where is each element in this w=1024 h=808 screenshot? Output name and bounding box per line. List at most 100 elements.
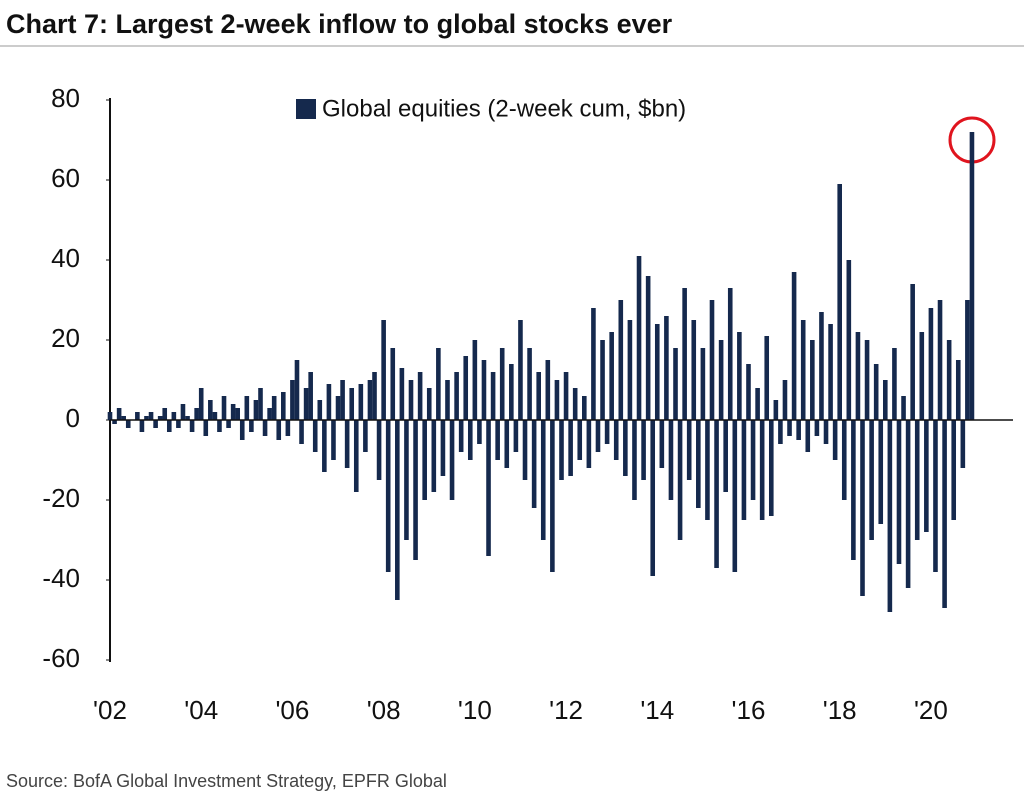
bar <box>486 420 491 556</box>
bar <box>632 420 637 500</box>
bar <box>258 388 263 420</box>
bar <box>376 420 382 480</box>
bar <box>299 420 304 444</box>
bar <box>294 360 300 420</box>
bar <box>709 300 715 420</box>
bar <box>805 420 811 452</box>
bar <box>490 372 496 420</box>
x-tick-label: '18 <box>823 695 857 725</box>
bar <box>121 416 126 420</box>
bar <box>673 348 678 420</box>
bar <box>504 420 510 468</box>
bar <box>582 396 587 420</box>
bar <box>458 420 464 452</box>
x-tick-label: '06 <box>275 695 309 725</box>
bar <box>677 420 683 540</box>
bar <box>518 320 523 420</box>
x-tick-label: '04 <box>184 695 218 725</box>
bar <box>613 420 619 460</box>
bar <box>933 420 938 572</box>
bar <box>928 308 934 420</box>
legend-swatch <box>296 99 316 119</box>
bar <box>969 132 975 420</box>
bar <box>942 420 947 608</box>
bar <box>203 420 209 436</box>
bar <box>312 420 318 452</box>
bar <box>828 324 833 420</box>
bar <box>960 420 966 468</box>
chart-title: Chart 7: Largest 2-week inflow to global… <box>6 9 673 39</box>
bar <box>650 420 656 576</box>
bar <box>431 420 437 492</box>
y-tick-label: -60 <box>42 643 80 673</box>
bar <box>887 420 893 612</box>
bar <box>714 420 719 568</box>
bar <box>340 380 345 420</box>
bar <box>331 420 336 460</box>
bar <box>654 324 660 420</box>
bar <box>901 396 906 420</box>
bar <box>308 372 313 420</box>
bar <box>965 300 970 420</box>
bar <box>481 360 487 420</box>
bar <box>540 420 546 540</box>
bar <box>659 420 665 468</box>
bar <box>217 420 222 432</box>
bar <box>864 340 870 420</box>
y-tick-label: 20 <box>51 323 80 353</box>
bar <box>290 380 295 420</box>
bar <box>782 380 788 420</box>
bar <box>326 384 332 420</box>
bar <box>271 396 277 420</box>
bar <box>855 332 861 420</box>
bar <box>810 340 815 420</box>
bar <box>381 320 386 420</box>
bar <box>791 272 797 420</box>
bar <box>385 420 391 572</box>
bar <box>230 404 236 420</box>
bar <box>185 416 190 420</box>
bar <box>924 420 929 532</box>
bar <box>194 408 199 420</box>
bar <box>768 420 774 516</box>
bar <box>873 364 879 420</box>
bar <box>244 396 250 420</box>
bar <box>436 348 441 420</box>
bar <box>609 332 614 420</box>
bar <box>837 184 842 420</box>
bar <box>303 388 309 420</box>
bar <box>636 256 642 420</box>
bar <box>531 420 537 508</box>
legend-label: Global equities (2-week cum, $bn) <box>322 95 686 122</box>
bar <box>281 392 286 420</box>
x-tick-label: '14 <box>640 695 674 725</box>
bar <box>317 400 323 420</box>
bar <box>691 320 697 420</box>
bar <box>860 420 865 596</box>
bar <box>426 388 432 420</box>
bar <box>349 388 355 420</box>
bar <box>550 420 555 572</box>
bar <box>322 420 327 472</box>
bar <box>819 312 824 420</box>
y-tick-label: 60 <box>51 163 80 193</box>
bar <box>463 356 469 420</box>
bar <box>226 420 231 428</box>
bar <box>759 420 765 520</box>
bar <box>718 340 724 420</box>
bar <box>732 420 738 572</box>
x-tick-label: '20 <box>914 695 948 725</box>
bar <box>198 388 204 420</box>
bar <box>823 420 829 444</box>
bar <box>600 340 605 420</box>
bar <box>737 332 742 420</box>
bar <box>595 420 601 452</box>
x-tick-label: '08 <box>367 695 401 725</box>
bar <box>395 420 400 600</box>
bar <box>495 420 500 460</box>
bar <box>755 388 760 420</box>
bar <box>180 404 186 420</box>
bar <box>696 420 701 508</box>
bar <box>668 420 674 500</box>
x-tick-label: '10 <box>458 695 492 725</box>
